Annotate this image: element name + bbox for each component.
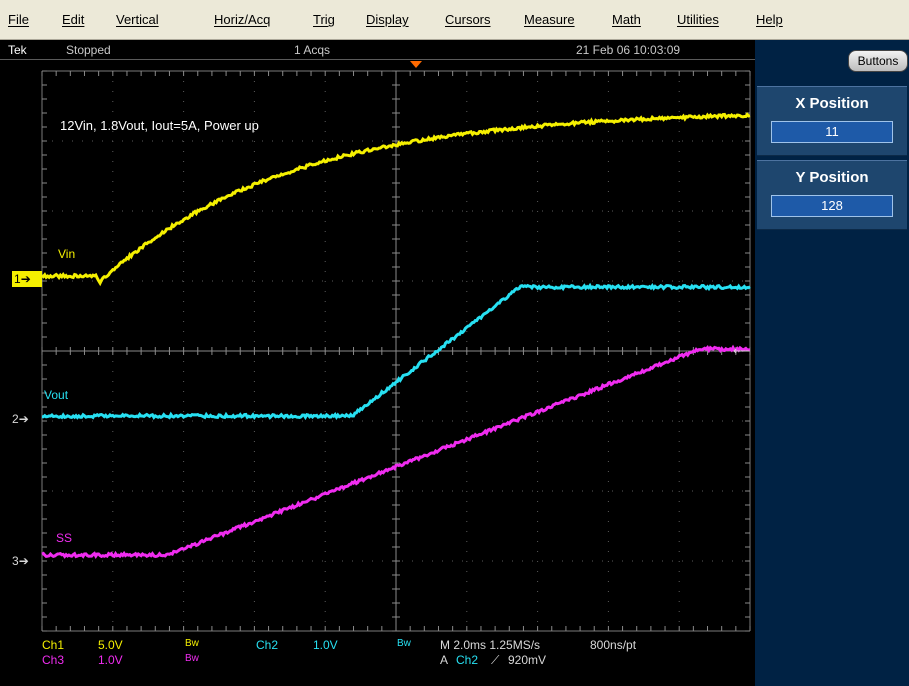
arrow-right-icon: ➔ — [21, 272, 31, 286]
x-position-field[interactable]: 11 — [771, 121, 893, 143]
menu-vertical[interactable]: Vertical — [116, 12, 159, 27]
ch3-scale[interactable]: 1.0V — [98, 653, 123, 667]
ch2-marker-number: 2 — [12, 412, 19, 426]
menu-utilities[interactable]: Utilities — [677, 12, 719, 27]
trigger-level[interactable]: 920mV — [508, 653, 546, 667]
waveform-display[interactable] — [0, 61, 755, 634]
y-position-field[interactable]: 128 — [771, 195, 893, 217]
y-position-label: Y Position — [757, 169, 907, 186]
scope-annotation: 12Vin, 1.8Vout, Iout=5A, Power up — [60, 118, 259, 133]
ch1-waveform-label: Vin — [58, 247, 75, 261]
menu-horiz-acq[interactable]: Horiz/Acq — [214, 12, 270, 27]
ch2-ground-marker[interactable]: 2➔ — [12, 412, 29, 426]
ch2-waveform-label: Vout — [44, 388, 68, 402]
y-position-control: Y Position 128 — [757, 160, 907, 230]
menu-display[interactable]: Display — [366, 12, 409, 27]
ch2-scale[interactable]: 1.0V — [313, 638, 338, 652]
arrow-right-icon: ➔ — [19, 554, 29, 568]
ch3-name[interactable]: Ch3 — [42, 653, 64, 667]
x-position-label: X Position — [757, 95, 907, 112]
arrow-left-icon: ⟵ — [733, 344, 750, 358]
menu-measure[interactable]: Measure — [524, 12, 575, 27]
ch1-ground-marker[interactable]: 1➔ — [12, 271, 42, 287]
timebase-readout[interactable]: M 2.0ms 1.25MS/s — [440, 638, 540, 652]
ch3-waveform-label: SS — [56, 531, 72, 545]
trigger-position-marker[interactable] — [410, 61, 422, 68]
ch1-marker-number: 1 — [14, 272, 21, 286]
menu-bar: File Edit Vertical Horiz/Acq Trig Displa… — [0, 0, 909, 40]
ch3-bandwidth: Bw — [185, 653, 199, 664]
ch2-bandwidth: Bw — [397, 638, 411, 649]
ch-right-marker: ⟵ — [733, 344, 750, 358]
menu-math[interactable]: Math — [612, 12, 641, 27]
menu-edit[interactable]: Edit — [62, 12, 84, 27]
menu-file[interactable]: File — [8, 12, 29, 27]
graticule — [42, 71, 750, 631]
resolution-readout: 800ns/pt — [590, 638, 636, 652]
brand-label: Tek — [8, 43, 27, 57]
ch2-name[interactable]: Ch2 — [256, 638, 278, 652]
menu-cursors[interactable]: Cursors — [445, 12, 491, 27]
ch3-ground-marker[interactable]: 3➔ — [12, 554, 29, 568]
ch1-scale[interactable]: 5.0V — [98, 638, 123, 652]
arrow-right-icon: ➔ — [19, 412, 29, 426]
ch1-name[interactable]: Ch1 — [42, 638, 64, 652]
trigger-source[interactable]: Ch2 — [456, 653, 478, 667]
date-time: 21 Feb 06 10:03:09 — [576, 43, 680, 57]
trigger-prefix: A — [440, 653, 448, 667]
acquisition-state: Stopped — [66, 43, 111, 57]
readout-bar: Ch1 5.0V Bw Ch2 1.0V Bw Ch3 1.0V Bw M 2.… — [0, 634, 755, 686]
menu-trig[interactable]: Trig — [313, 12, 335, 27]
menu-help[interactable]: Help — [756, 12, 783, 27]
ch3-marker-number: 3 — [12, 554, 19, 568]
buttons-button[interactable]: Buttons — [848, 50, 908, 72]
trigger-slope-icon: ⟋ — [491, 653, 499, 668]
acquisition-count: 1 Acqs — [294, 43, 330, 57]
x-position-control: X Position 11 — [757, 86, 907, 156]
ch1-bandwidth: Bw — [185, 638, 199, 649]
